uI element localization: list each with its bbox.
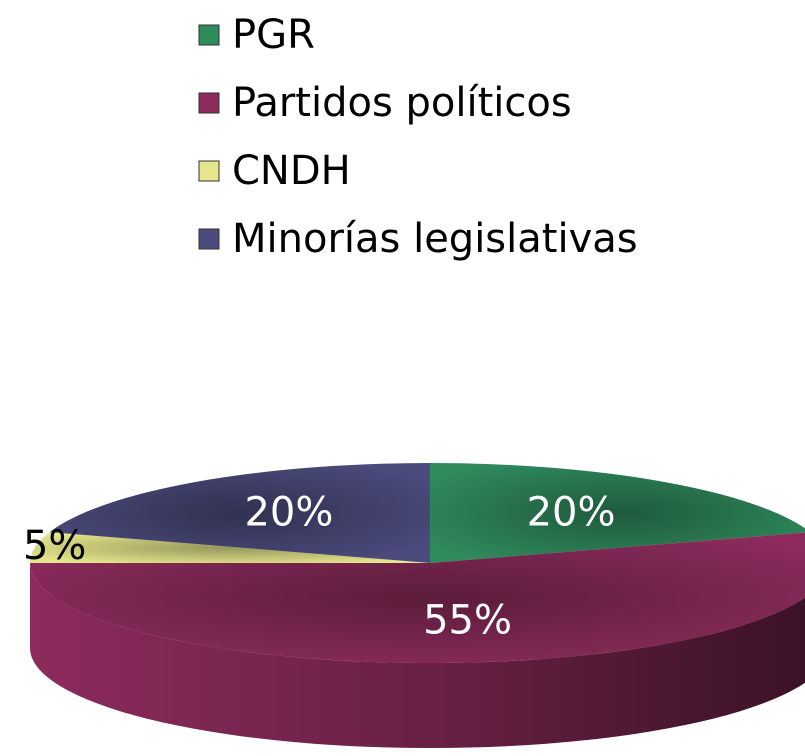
data-label: 20%: [527, 489, 616, 535]
legend-swatch: [198, 160, 220, 182]
slice-shade: [430, 463, 805, 563]
legend-swatch: [198, 24, 220, 46]
slice-shade: [30, 532, 805, 663]
slice-side-shade: [30, 563, 805, 748]
data-label: 5%: [23, 523, 86, 569]
legend-swatch: [198, 92, 220, 114]
legend-label: Partidos políticos: [232, 80, 572, 126]
data-label: 55%: [423, 597, 512, 643]
legend-label: PGR: [232, 12, 315, 58]
slice-shade: [49, 463, 430, 563]
legend-label: CNDH: [232, 148, 351, 194]
slice-shade: [30, 532, 430, 563]
data-label: 20%: [244, 489, 333, 535]
legend-swatch: [198, 228, 220, 250]
legend-label: Minorías legislativas: [232, 216, 638, 262]
